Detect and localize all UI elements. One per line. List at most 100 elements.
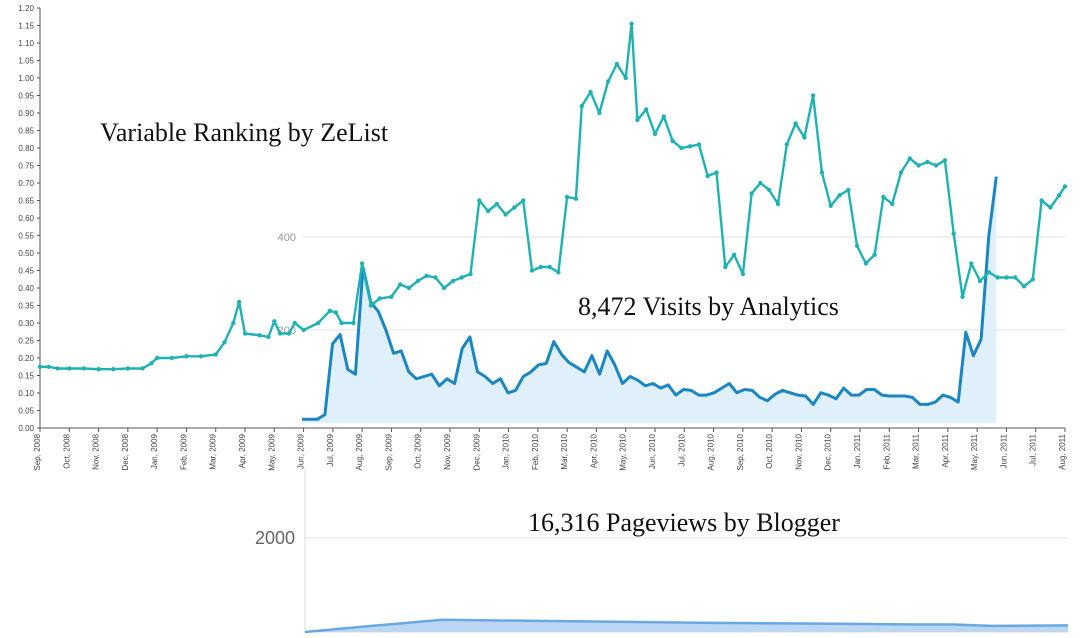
- ranking-point: [406, 285, 412, 291]
- ranking-point: [696, 142, 702, 147]
- ranking-point: [231, 320, 236, 326]
- ranking-x-tick-label: Apr, 2009: [238, 433, 247, 468]
- pageviews-area-fill: [305, 619, 1068, 632]
- ranking-point: [333, 310, 338, 315]
- ranking-x-tick-label: Oct, 2009: [414, 433, 423, 468]
- ranking-x-tick-label: Mar, 2010: [560, 433, 569, 469]
- ranking-y-tick-label: 1.00: [18, 74, 34, 83]
- ranking-point: [605, 79, 611, 84]
- ranking-point: [969, 261, 974, 266]
- ranking-y-tick-label: 0.15: [18, 372, 34, 381]
- ranking-point: [1039, 198, 1044, 203]
- ranking-x-tick-label: Dec, 2009: [472, 433, 481, 470]
- ranking-y-tick-label: 0.40: [18, 284, 34, 293]
- ranking-x-tick-label: Aug, 2011: [1058, 433, 1067, 469]
- ranking-x-tick-label: Oct, 2008: [62, 433, 71, 468]
- ranking-point: [1021, 284, 1027, 289]
- ranking-point: [450, 278, 456, 284]
- ranking-point: [556, 270, 561, 275]
- ranking-x-tick-label: Oct, 2010: [765, 433, 774, 468]
- ranking-y-tick-label: 0.85: [18, 127, 34, 136]
- ranking-y-tick-label: 0.50: [18, 249, 34, 258]
- ranking-point: [863, 261, 869, 266]
- ranking-y-tick-label: 0.65: [18, 197, 34, 206]
- ranking-point: [687, 144, 693, 149]
- ranking-point: [749, 191, 754, 196]
- ranking-point: [907, 156, 912, 161]
- ranking-point: [588, 89, 593, 95]
- ranking-y-tick-label: 0.60: [18, 214, 34, 223]
- ranking-series-line: [40, 22, 1066, 371]
- ranking-x-tick-label: Aug, 2009: [355, 433, 364, 470]
- ranking-point: [1013, 275, 1018, 280]
- ranking-point: [67, 366, 72, 371]
- ranking-x-tick-label: Apr, 2011: [941, 433, 950, 467]
- ranking-point: [872, 252, 877, 257]
- ranking-y-tick-label: 1.20: [18, 4, 34, 13]
- ranking-point: [512, 205, 517, 210]
- ranking-chart: 0.00 0.05 0.10 0.15 0.20 0.25 0.30 0.35 0.40 0.45…: [18, 4, 1068, 471]
- ranking-point: [951, 231, 956, 236]
- ranking-point: [547, 264, 552, 270]
- ranking-point: [503, 212, 508, 217]
- ranking-point: [242, 331, 248, 336]
- ranking-x-tick-label: Apr, 2010: [589, 433, 598, 468]
- ranking-y-tick-label: 0.70: [18, 179, 34, 188]
- ranking-point: [614, 61, 620, 67]
- ranking-y-tick-label: 0.95: [18, 92, 34, 101]
- ranking-point: [154, 355, 160, 361]
- ranking-point: [933, 163, 939, 168]
- ranking-point: [213, 352, 218, 357]
- ranking-point: [1030, 277, 1036, 282]
- ranking-x-tick-label: Nov, 2008: [92, 433, 101, 469]
- ranking-point: [140, 366, 145, 371]
- ranking-y-tick-label: 0.45: [18, 267, 34, 276]
- ranking-point: [986, 270, 992, 275]
- ranking-point: [995, 275, 1000, 280]
- visits-area-fill: [302, 176, 997, 423]
- ranking-x-tick-label: Feb, 2010: [531, 433, 540, 470]
- ranking-y-tick-label: 0.80: [18, 144, 34, 153]
- ranking-y-tick-label: 0.00: [18, 424, 34, 433]
- ranking-point: [775, 201, 781, 207]
- ranking-point: [846, 187, 851, 193]
- ranking-point: [46, 364, 51, 369]
- ranking-point: [96, 367, 101, 372]
- ranking-point: [652, 131, 658, 137]
- ranking-y-tick-label: 0.90: [18, 109, 34, 118]
- visits-y-tick-label: 400: [278, 232, 296, 244]
- ranking-point: [758, 180, 763, 186]
- ranking-y-tick-label: 1.05: [18, 57, 34, 66]
- ranking-point: [433, 275, 438, 280]
- ranking-point: [1062, 184, 1068, 189]
- ranking-point: [740, 271, 746, 277]
- ranking-point: [477, 198, 482, 203]
- ranking-y-tick-label: 0.25: [18, 337, 34, 346]
- ranking-x-tick-label: Jan, 2009: [150, 433, 159, 469]
- ranking-point: [272, 319, 277, 324]
- ranking-point: [424, 273, 429, 278]
- ranking-point: [398, 282, 403, 287]
- ranking-point: [916, 163, 921, 168]
- ranking-point: [767, 187, 772, 193]
- ranking-x-tick-label: Feb, 2009: [179, 433, 188, 470]
- ranking-point: [359, 261, 365, 266]
- ranking-point: [286, 331, 292, 336]
- ranking-point: [898, 170, 904, 175]
- ranking-point: [529, 268, 535, 273]
- ranking-point: [111, 367, 116, 372]
- ranking-point: [731, 252, 737, 257]
- pageviews-series-line: [304, 618, 1069, 634]
- ranking-x-tick-label: Jun, 2009: [297, 433, 306, 469]
- ranking-point: [316, 320, 321, 326]
- ranking-x-tick-label: Jul, 2009: [326, 433, 335, 466]
- ranking-point: [714, 170, 719, 175]
- ranking-point: [292, 320, 297, 326]
- ranking-chart-title: Variable Ranking by ZeList: [100, 118, 389, 147]
- ranking-point: [415, 278, 420, 284]
- ranking-x-tick-label: Sep, 2009: [384, 433, 393, 470]
- ranking-point: [55, 366, 60, 371]
- ranking-x-tick-label: Jan, 2011: [853, 433, 862, 468]
- ranking-point: [494, 201, 500, 207]
